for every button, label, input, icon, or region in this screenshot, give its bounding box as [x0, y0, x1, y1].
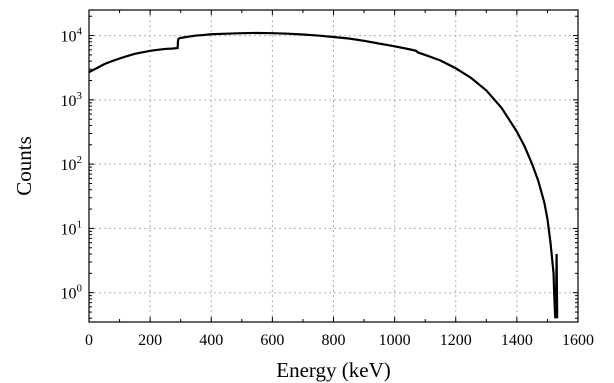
y-tick-base: 10 — [61, 157, 77, 174]
grid-layer — [89, 10, 578, 322]
x-tick-label: 1600 — [562, 332, 594, 349]
x-tick-label: 200 — [138, 332, 162, 349]
y-tick-base: 10 — [61, 286, 77, 303]
y-tick-base: 10 — [61, 29, 77, 46]
x-tick-label: 1200 — [440, 332, 472, 349]
y-tick-exponent: 3 — [77, 90, 83, 102]
series-layer — [89, 31, 559, 319]
x-tick-label: 600 — [260, 332, 284, 349]
y-tick-label: 101 — [61, 218, 83, 238]
x-tick-label: 1400 — [501, 332, 533, 349]
tick-layer — [88, 10, 579, 322]
x-tick-labels: 0 200 400 600 800 1000 1200 1400 1600 — [85, 332, 594, 349]
x-tick-label: 0 — [85, 332, 93, 349]
y-tick-base: 10 — [61, 221, 77, 238]
x-axis-label: Energy (keV) — [276, 358, 391, 382]
x-tick-label: 400 — [199, 332, 223, 349]
series-line — [89, 31, 559, 319]
y-tick-label: 103 — [61, 90, 83, 110]
y-axis-label: Counts — [12, 136, 36, 196]
x-tick-label: 1000 — [379, 332, 411, 349]
y-tick-exponent: 4 — [77, 26, 83, 38]
x-tick-label: 800 — [322, 332, 346, 349]
y-tick-exponent: 1 — [77, 218, 83, 230]
y-tick-exponent: 0 — [77, 283, 83, 295]
y-tick-exponent: 2 — [77, 154, 83, 166]
y-tick-label: 104 — [61, 26, 83, 46]
y-tick-label: 102 — [61, 154, 83, 174]
y-tick-base: 10 — [61, 93, 77, 110]
y-tick-label: 100 — [61, 283, 83, 303]
